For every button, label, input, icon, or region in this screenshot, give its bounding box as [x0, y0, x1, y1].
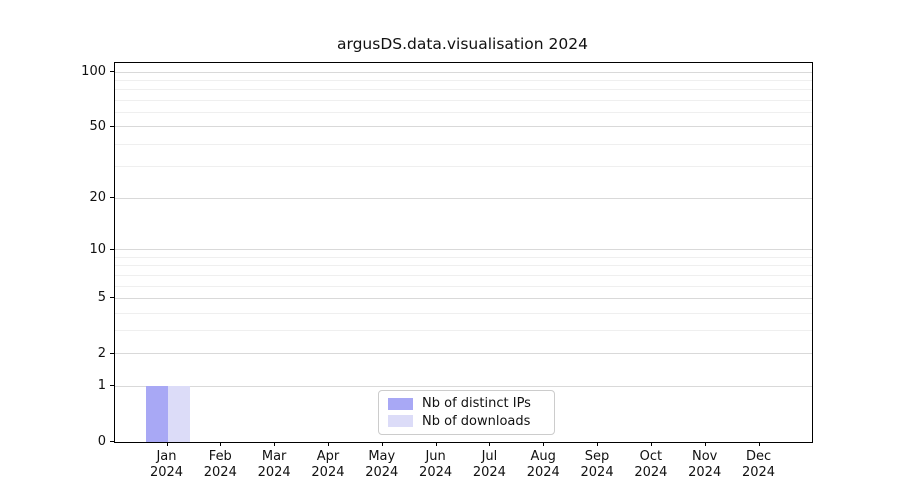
y-gridline-minor — [115, 274, 812, 276]
y-gridline-minor — [115, 112, 812, 114]
x-tick-label: Nov 2024 — [673, 449, 737, 481]
y-gridline-minor — [115, 312, 812, 314]
y-gridline-minor — [115, 257, 812, 258]
y-gridline — [115, 126, 812, 128]
y-gridline — [115, 297, 812, 299]
x-tick-label: Aug 2024 — [511, 449, 575, 481]
y-tick-label: 100 — [81, 64, 106, 80]
legend-swatch — [388, 415, 413, 428]
legend-item: Nb of downloads — [388, 414, 545, 429]
legend-item-label: Nb of distinct IPs — [422, 396, 531, 412]
x-tick-month: Jun — [425, 449, 446, 464]
y-tick-label: 50 — [89, 118, 106, 134]
bar — [167, 386, 190, 442]
legend: Nb of distinct IPs Nb of downloads — [378, 390, 555, 435]
x-tick-month: May — [368, 449, 396, 464]
y-tick-mark — [110, 385, 114, 387]
y-tick-mark — [110, 441, 114, 442]
x-tick-label: Oct 2024 — [619, 449, 683, 481]
x-tick-mark — [489, 442, 491, 446]
x-tick-label: May 2024 — [350, 449, 414, 481]
y-tick-mark — [110, 197, 114, 199]
x-tick-year: 2024 — [365, 465, 399, 480]
x-tick-month: Jul — [481, 449, 498, 464]
x-tick-year: 2024 — [203, 465, 237, 480]
y-tick-label: 1 — [97, 378, 106, 394]
x-tick-mark — [220, 442, 222, 446]
x-tick-year: 2024 — [472, 465, 506, 480]
x-tick-month: Oct — [639, 449, 663, 464]
legend-item: Nb of distinct IPs — [388, 396, 545, 411]
y-gridline — [115, 71, 812, 73]
y-gridline-minor — [115, 265, 812, 267]
y-gridline-minor — [115, 89, 812, 91]
x-tick-year: 2024 — [741, 465, 776, 480]
x-tick-year: 2024 — [634, 465, 668, 480]
x-tick-year: 2024 — [149, 465, 184, 480]
bar — [145, 386, 168, 442]
y-tick-label: 2 — [97, 345, 106, 361]
x-tick-label: Apr 2024 — [296, 449, 360, 481]
chart-title: argusDS.data.visualisation 2024 — [336, 35, 588, 53]
x-tick-mark — [704, 442, 706, 446]
x-tick-month: Apr — [316, 449, 340, 464]
x-tick-year: 2024 — [526, 465, 560, 480]
x-tick-label: Jan 2024 — [135, 449, 199, 481]
y-gridline-minor — [115, 99, 812, 101]
y-gridline — [115, 353, 812, 355]
y-gridline-minor — [115, 143, 812, 145]
legend-item-label: Nb of downloads — [422, 413, 531, 429]
y-tick-label: 20 — [89, 190, 106, 206]
y-gridline-minor — [115, 285, 812, 287]
x-tick-month: Feb — [208, 449, 232, 464]
x-tick-mark — [327, 442, 329, 446]
y-gridline-minor — [115, 330, 812, 332]
y-gridline-minor — [115, 166, 812, 168]
x-tick-year: 2024 — [419, 465, 453, 480]
x-tick-month: Nov — [692, 449, 718, 464]
x-tick-label: Sep 2024 — [565, 449, 629, 481]
y-tick-mark — [110, 71, 114, 73]
legend-swatch — [388, 397, 413, 410]
x-tick-mark — [274, 442, 276, 446]
x-tick-mark — [435, 442, 437, 446]
x-tick-year: 2024 — [257, 465, 291, 480]
x-tick-month: Jan — [156, 449, 177, 464]
x-tick-label: Dec 2024 — [727, 449, 791, 481]
x-tick-year: 2024 — [311, 465, 345, 480]
x-tick-label: Jun 2024 — [404, 449, 468, 481]
x-tick-mark — [381, 442, 383, 446]
x-tick-mark — [597, 442, 599, 446]
x-tick-label: Jul 2024 — [457, 449, 521, 481]
x-tick-label: Feb 2024 — [188, 449, 252, 481]
x-tick-mark — [650, 442, 652, 446]
x-tick-month: Mar — [261, 449, 287, 464]
y-tick-label: 10 — [89, 241, 106, 257]
x-tick-month: Aug — [530, 449, 556, 464]
y-tick-mark — [110, 352, 114, 354]
y-tick-label: 0 — [97, 434, 106, 449]
y-tick-mark — [110, 125, 114, 127]
plot-area — [114, 62, 813, 443]
x-tick-month: Dec — [745, 449, 772, 464]
x-tick-mark — [758, 442, 760, 446]
x-tick-year: 2024 — [580, 465, 614, 480]
y-tick-mark — [110, 248, 114, 250]
x-tick-label: Mar 2024 — [242, 449, 306, 481]
y-gridline-minor — [115, 80, 812, 82]
y-tick-mark — [110, 297, 114, 299]
x-tick-mark — [543, 442, 545, 446]
y-gridline — [115, 249, 812, 251]
y-tick-label: 5 — [97, 290, 106, 306]
y-gridline — [115, 197, 812, 199]
x-tick-month: Sep — [584, 449, 610, 464]
x-tick-year: 2024 — [688, 465, 722, 480]
x-tick-mark — [166, 442, 168, 446]
y-gridline — [115, 385, 812, 387]
